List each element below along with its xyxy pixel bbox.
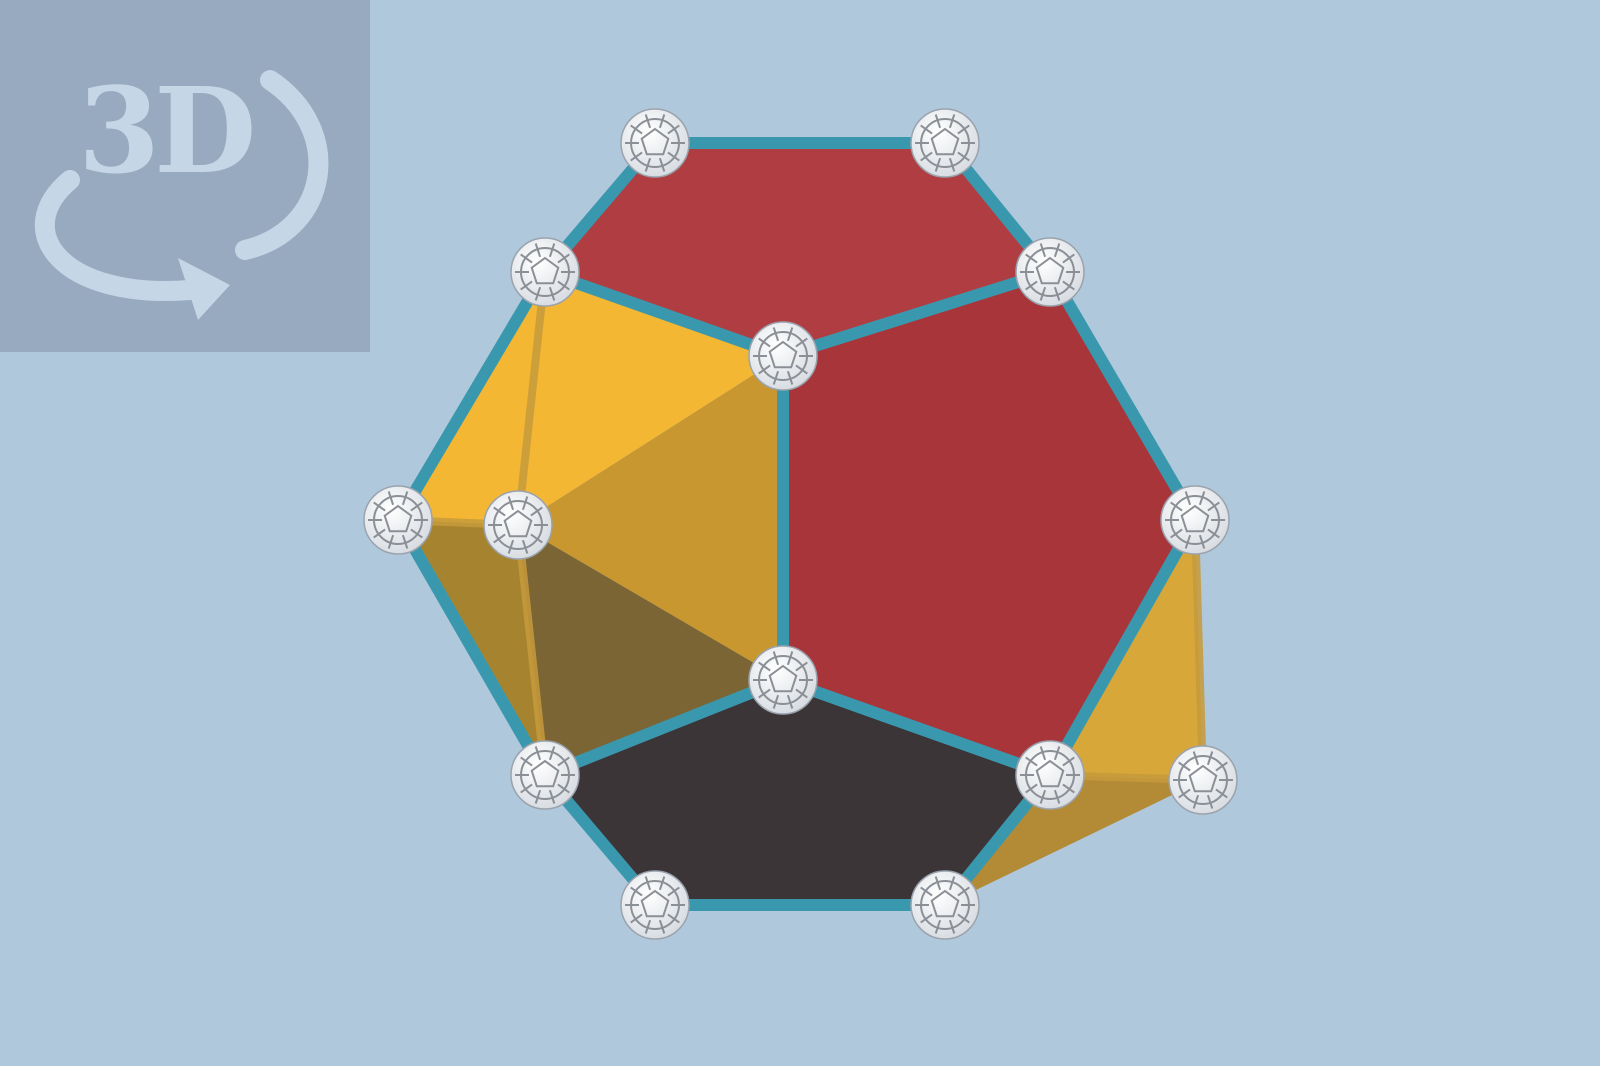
connector-ball — [620, 870, 690, 940]
connector-ball — [483, 490, 553, 560]
connector-ball — [1160, 485, 1230, 555]
face-yellow-left-upper — [398, 272, 783, 525]
strut — [777, 266, 1056, 362]
connector-ball — [1168, 745, 1238, 815]
face-yellow-right-lower — [945, 775, 1203, 905]
connector-ball — [363, 485, 433, 555]
strut — [392, 266, 551, 526]
connector-ball — [910, 870, 980, 940]
connector-ball — [910, 108, 980, 178]
connector-ball — [748, 645, 818, 715]
strut-back — [514, 268, 549, 529]
face-red-right — [783, 272, 1195, 775]
strut — [392, 514, 551, 781]
connector-ball — [748, 321, 818, 391]
connector-ball — [1015, 237, 1085, 307]
connector-ball — [1015, 740, 1085, 810]
strut — [539, 674, 789, 781]
3d-rotate-icon — [34, 70, 329, 320]
strut — [539, 266, 789, 362]
connector-ball — [620, 108, 690, 178]
face-yellow-left-mid — [518, 356, 783, 680]
strut — [777, 674, 1056, 781]
connectors — [363, 108, 1238, 940]
strut — [1044, 514, 1201, 781]
connector-ball — [510, 740, 580, 810]
strut — [1044, 266, 1201, 526]
connector-ball — [510, 237, 580, 307]
face-red-top — [545, 143, 1050, 356]
strut-back — [514, 521, 549, 779]
strut-back — [1191, 516, 1207, 784]
badge-label: 3D — [78, 61, 256, 200]
3d-mode-badge[interactable]: 3D — [0, 0, 370, 352]
face-shadow-left — [518, 525, 783, 775]
